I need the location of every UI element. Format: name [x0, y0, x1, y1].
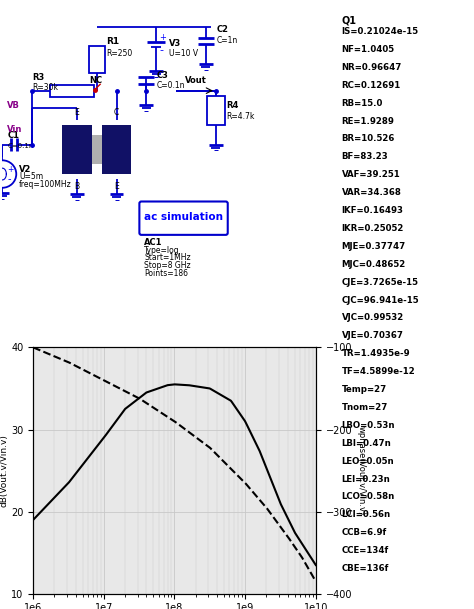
- Text: Q1: Q1: [342, 15, 357, 25]
- FancyBboxPatch shape: [139, 202, 228, 235]
- Text: C=0.1n: C=0.1n: [156, 81, 185, 90]
- Text: R1: R1: [107, 37, 120, 46]
- Text: R4: R4: [227, 101, 239, 110]
- Text: VB: VB: [7, 101, 20, 110]
- Text: VJE=0.70367: VJE=0.70367: [342, 331, 404, 340]
- Text: R=4.7k: R=4.7k: [227, 111, 255, 121]
- Text: Tnom=27: Tnom=27: [342, 403, 388, 412]
- Text: TR=1.4935e-9: TR=1.4935e-9: [342, 350, 410, 358]
- Text: MJE=0.37747: MJE=0.37747: [342, 242, 406, 251]
- Bar: [89, 46, 105, 73]
- Text: CCE=134f: CCE=134f: [342, 546, 389, 555]
- Text: VAF=39.251: VAF=39.251: [342, 171, 401, 179]
- Text: Temp=27: Temp=27: [342, 385, 387, 394]
- Text: C3: C3: [156, 71, 168, 80]
- Text: V3: V3: [169, 39, 182, 48]
- Text: RC=0.12691: RC=0.12691: [342, 81, 401, 90]
- Text: TF=4.5899e-12: TF=4.5899e-12: [342, 367, 415, 376]
- Text: LBO=0.53n: LBO=0.53n: [342, 421, 395, 430]
- Text: LEI=0.23n: LEI=0.23n: [342, 474, 391, 484]
- Text: BR=10.526: BR=10.526: [342, 135, 395, 143]
- Bar: [62, 125, 92, 174]
- Y-axis label: dB(Vout.v/Vin.v): dB(Vout.v/Vin.v): [0, 434, 9, 507]
- Text: B: B: [74, 182, 79, 191]
- Text: E: E: [74, 108, 79, 117]
- Text: IKF=0.16493: IKF=0.16493: [342, 206, 404, 215]
- Text: Points=186: Points=186: [145, 269, 188, 278]
- Text: LCO=0.58n: LCO=0.58n: [342, 493, 395, 501]
- Text: AC1: AC1: [145, 238, 163, 247]
- Text: Start=1MHz: Start=1MHz: [145, 253, 191, 262]
- Text: U=10 V: U=10 V: [169, 49, 198, 58]
- Text: -: -: [159, 46, 163, 55]
- Text: Stop=8 GHz: Stop=8 GHz: [145, 261, 191, 270]
- Text: Vin: Vin: [7, 125, 23, 135]
- Text: BF=83.23: BF=83.23: [342, 152, 389, 161]
- Text: IKR=0.25052: IKR=0.25052: [342, 224, 404, 233]
- Text: E: E: [114, 182, 119, 191]
- Text: +: +: [159, 33, 166, 42]
- Bar: [50, 85, 94, 97]
- Text: LEO=0.05n: LEO=0.05n: [342, 457, 394, 466]
- Text: C: C: [114, 108, 119, 117]
- Text: V2: V2: [19, 164, 32, 174]
- Text: NC: NC: [90, 76, 103, 85]
- Text: +: +: [7, 164, 14, 174]
- Text: LBI=0.47n: LBI=0.47n: [342, 439, 392, 448]
- Text: IS=0.21024e-15: IS=0.21024e-15: [342, 27, 419, 36]
- Text: Vout: Vout: [185, 76, 207, 85]
- Text: C=0.1n: C=0.1n: [7, 143, 34, 149]
- Text: VAR=34.368: VAR=34.368: [342, 188, 401, 197]
- Text: NR=0.96647: NR=0.96647: [342, 63, 402, 72]
- Text: C1: C1: [7, 132, 19, 140]
- Bar: [92, 135, 101, 164]
- Text: C=1n: C=1n: [217, 36, 238, 45]
- Text: Type=log: Type=log: [145, 245, 180, 255]
- Text: ac simulation: ac simulation: [144, 212, 223, 222]
- Text: -: -: [7, 174, 11, 184]
- Text: RE=1.9289: RE=1.9289: [342, 116, 394, 125]
- Text: R3: R3: [32, 74, 45, 82]
- Text: freq=100MHz: freq=100MHz: [19, 180, 72, 189]
- Text: R=30k: R=30k: [32, 83, 58, 92]
- Text: NF=1.0405: NF=1.0405: [342, 45, 395, 54]
- Text: MJC=0.48652: MJC=0.48652: [342, 260, 406, 269]
- Text: U=5m: U=5m: [19, 172, 44, 181]
- Text: CJC=96.941e-15: CJC=96.941e-15: [342, 295, 419, 304]
- Text: RB=15.0: RB=15.0: [342, 99, 383, 108]
- Text: CBE=136f: CBE=136f: [342, 564, 389, 573]
- Text: CCB=6.9f: CCB=6.9f: [342, 529, 387, 537]
- Text: VJC=0.99532: VJC=0.99532: [342, 314, 404, 322]
- Text: C2: C2: [217, 26, 229, 34]
- Text: LCI=0.56n: LCI=0.56n: [342, 510, 391, 519]
- Y-axis label: wphase(Vout.v/Vin.v): wphase(Vout.v/Vin.v): [357, 426, 366, 515]
- Bar: [101, 125, 131, 174]
- Bar: [207, 96, 225, 125]
- Text: R=250: R=250: [107, 49, 133, 58]
- Text: CJE=3.7265e-15: CJE=3.7265e-15: [342, 278, 419, 287]
